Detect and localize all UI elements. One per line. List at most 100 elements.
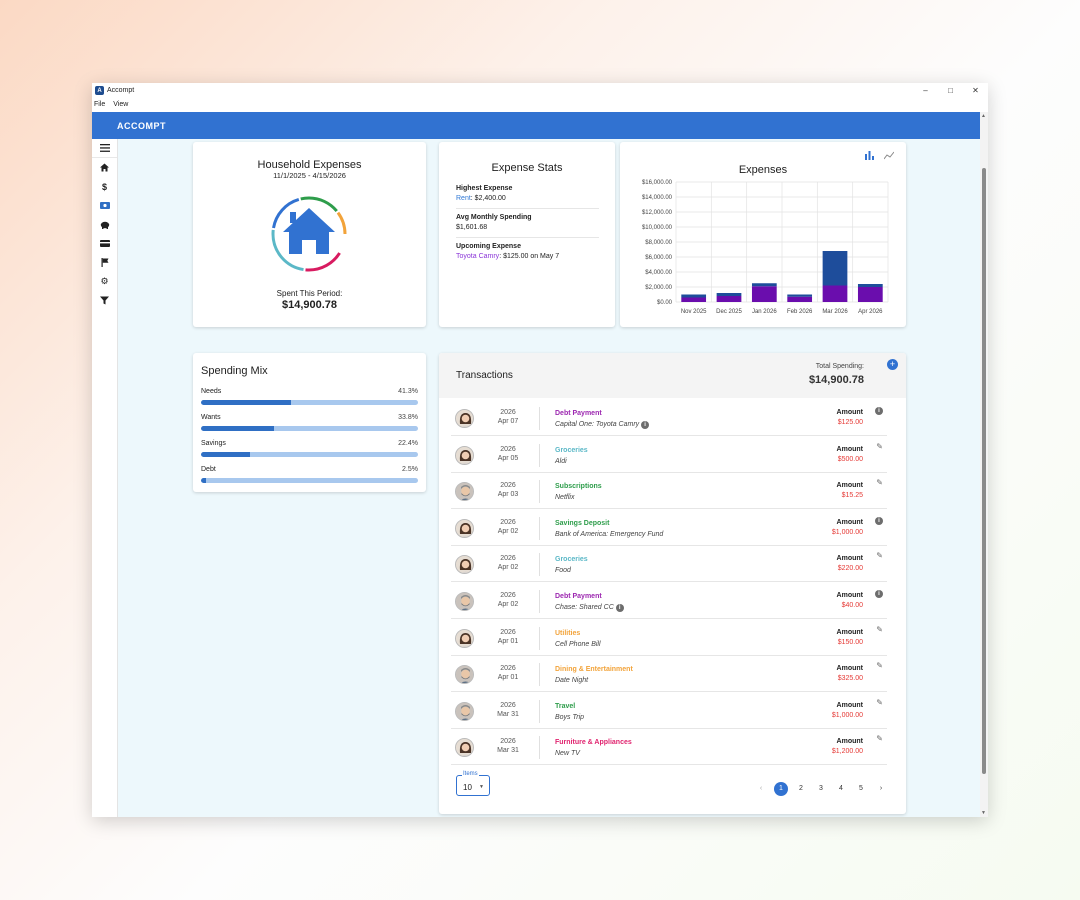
description-text: Cell Phone Bill bbox=[555, 640, 601, 648]
home-icon[interactable] bbox=[92, 158, 117, 177]
transaction-category[interactable]: Groceries bbox=[555, 446, 588, 454]
transaction-category[interactable]: Furniture & Appliances bbox=[555, 739, 632, 747]
transaction-category[interactable]: Savings Deposit bbox=[555, 519, 610, 527]
transaction-category[interactable]: Subscriptions bbox=[555, 483, 602, 491]
transaction-row[interactable]: 2026 Apr 07 Debt Payment Capital One: Toyot… bbox=[451, 399, 887, 436]
highest-label: Highest Expense bbox=[456, 185, 513, 192]
dropdown-arrow-icon: ▼ bbox=[479, 784, 484, 790]
transaction-row[interactable]: 2026 Apr 02 Savings Deposit Bank of America… bbox=[451, 509, 887, 546]
scroll-thumb[interactable] bbox=[982, 168, 986, 774]
transaction-row[interactable]: 2026 Apr 02 Groceries Food Amount $220.00 ✎ bbox=[451, 545, 887, 583]
transaction-category[interactable]: Travel bbox=[555, 702, 576, 710]
transaction-row[interactable]: 2026 Mar 31 Furniture & Appliances New TV Am… bbox=[451, 728, 887, 766]
transaction-category[interactable]: Dining & Entertainment bbox=[555, 666, 633, 674]
edit-icon[interactable]: ✎ bbox=[876, 734, 883, 744]
scroll-up-icon[interactable]: ▲ bbox=[981, 113, 986, 119]
amount-value: $220.00 bbox=[837, 565, 863, 573]
avatar bbox=[455, 409, 474, 428]
transaction-category[interactable]: Debt Payment bbox=[555, 410, 602, 417]
bar-dec-2025-series-1[interactable] bbox=[716, 293, 742, 296]
credit-card-icon[interactable] bbox=[92, 234, 117, 253]
bar-chart-icon[interactable] bbox=[865, 151, 875, 160]
filter-icon[interactable] bbox=[92, 291, 117, 310]
info-icon[interactable]: i bbox=[875, 405, 883, 415]
bar-jan-2026-series-0[interactable] bbox=[751, 286, 777, 302]
transaction-row[interactable]: 2026 Apr 01 Utilities Cell Phone Bill Amount… bbox=[451, 619, 887, 656]
transaction-row[interactable]: 2026 Apr 03 Subscriptions Netflix Amount $15.… bbox=[451, 472, 887, 510]
flag-icon[interactable] bbox=[92, 253, 117, 272]
cash-icon[interactable] bbox=[92, 196, 117, 215]
info-icon[interactable]: i bbox=[875, 515, 883, 525]
bar-apr-2026-series-0[interactable] bbox=[857, 287, 883, 302]
items-per-page-select[interactable]: Items 10 ▼ bbox=[456, 771, 490, 796]
page-button[interactable]: 4 bbox=[839, 785, 843, 792]
close-button[interactable]: ✕ bbox=[972, 86, 979, 95]
items-value: 10 bbox=[463, 783, 472, 792]
info-icon[interactable]: i bbox=[641, 421, 650, 429]
mix-bar-fill bbox=[201, 426, 275, 431]
edit-icon[interactable]: ✎ bbox=[876, 478, 883, 488]
highest-value: : $2,400.00 bbox=[470, 195, 506, 202]
mix-bar bbox=[201, 426, 418, 431]
transaction-category[interactable]: Groceries bbox=[555, 556, 588, 564]
avatar bbox=[455, 445, 474, 465]
menu-view[interactable]: View bbox=[113, 101, 129, 108]
bar-nov-2025-series-1[interactable] bbox=[681, 294, 707, 298]
line-chart-icon[interactable] bbox=[884, 151, 894, 160]
upcoming-link[interactable]: Toyota Camry bbox=[456, 253, 500, 260]
transaction-day: Mar 31 bbox=[497, 747, 519, 755]
divider bbox=[539, 663, 540, 687]
divider bbox=[539, 443, 540, 467]
mix-title: Spending Mix bbox=[201, 365, 268, 377]
transaction-description: Capital One: Toyota Camry i bbox=[555, 421, 650, 429]
menu-icon[interactable] bbox=[92, 139, 117, 158]
maximize-button[interactable]: □ bbox=[948, 86, 953, 95]
scroll-down-icon[interactable]: ▼ bbox=[981, 810, 986, 816]
scrollbar[interactable]: ▲ ▼ bbox=[980, 112, 988, 817]
transaction-row[interactable]: 2026 Apr 01 Dining & Entertainment Date Nig… bbox=[451, 655, 887, 693]
page-button[interactable]: 5 bbox=[859, 785, 863, 792]
edit-icon[interactable]: ✎ bbox=[876, 697, 883, 707]
transaction-row[interactable]: 2026 Apr 05 Groceries Aldi Amount $500.00 ✎ bbox=[451, 436, 887, 473]
house-donut-icon bbox=[271, 196, 347, 272]
mix-row-savings: Savings 22.4% bbox=[201, 440, 418, 457]
page-button[interactable]: 3 bbox=[819, 785, 823, 792]
bar-apr-2026-series-1[interactable] bbox=[857, 284, 883, 287]
page-button[interactable]: 1 bbox=[774, 782, 788, 796]
transaction-date: 2026 Apr 02 bbox=[491, 591, 525, 609]
title-bar: A Accompt – □ ✕ bbox=[92, 83, 988, 98]
bar-nov-2025-series-0[interactable] bbox=[681, 297, 707, 303]
edit-icon[interactable]: ✎ bbox=[876, 441, 883, 451]
transaction-year: 2026 bbox=[500, 518, 516, 526]
x-tick-label: Dec 2025 bbox=[716, 309, 742, 315]
transaction-description: Food bbox=[555, 567, 571, 574]
bar-feb-2026-series-1[interactable] bbox=[787, 294, 813, 297]
amount-value: $1,000.00 bbox=[831, 528, 863, 536]
bar-mar-2026-series-1[interactable] bbox=[822, 251, 848, 286]
edit-icon[interactable]: ✎ bbox=[876, 551, 883, 561]
edit-icon[interactable]: ✎ bbox=[876, 661, 883, 671]
page-button[interactable]: 2 bbox=[799, 785, 803, 792]
bar-dec-2025-series-0[interactable] bbox=[716, 296, 742, 302]
info-icon[interactable]: i bbox=[615, 604, 624, 612]
info-icon[interactable]: i bbox=[875, 588, 883, 598]
gear-icon[interactable]: ⚙ bbox=[100, 276, 109, 286]
transaction-row[interactable]: 2026 Mar 31 Travel Boys Trip Amount $1,000.00… bbox=[451, 692, 887, 729]
edit-icon[interactable]: ✎ bbox=[876, 624, 883, 634]
add-transaction-button[interactable]: + bbox=[887, 359, 898, 370]
transactions-card: Transactions Total Spending: $14,900.78 … bbox=[439, 353, 906, 814]
transaction-category[interactable]: Debt Payment bbox=[555, 593, 602, 600]
next-page-button[interactable]: › bbox=[879, 785, 883, 792]
dollar-icon[interactable]: $ bbox=[101, 181, 107, 192]
bar-jan-2026-series-1[interactable] bbox=[751, 283, 777, 287]
minimize-button[interactable]: – bbox=[923, 86, 928, 95]
transaction-category[interactable]: Utilities bbox=[555, 629, 581, 637]
highest-link[interactable]: Rent bbox=[456, 195, 471, 202]
bar-feb-2026-series-0[interactable] bbox=[787, 296, 813, 302]
prev-page-button[interactable]: ‹ bbox=[759, 785, 763, 792]
piggy-bank-icon[interactable] bbox=[92, 215, 117, 234]
transaction-date: 2026 Apr 03 bbox=[491, 481, 525, 499]
bar-mar-2026-series-0[interactable] bbox=[822, 285, 848, 303]
menu-file[interactable]: File bbox=[94, 101, 106, 108]
transaction-row[interactable]: 2026 Apr 02 Debt Payment Chase: Shared CC i… bbox=[451, 582, 887, 619]
